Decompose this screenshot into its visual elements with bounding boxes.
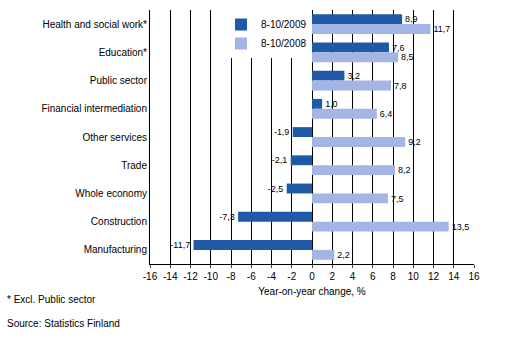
svg-text:2: 2 <box>329 271 335 282</box>
svg-text:-8: -8 <box>227 271 236 282</box>
svg-text:8-10/2008: 8-10/2008 <box>261 38 306 49</box>
svg-text:-16: -16 <box>143 271 158 282</box>
svg-text:3,2: 3,2 <box>347 71 359 81</box>
svg-text:13,5: 13,5 <box>452 222 469 232</box>
svg-text:Trade: Trade <box>121 160 147 171</box>
svg-text:-11,7: -11,7 <box>170 240 190 250</box>
svg-text:1,0: 1,0 <box>325 99 337 109</box>
svg-text:6,4: 6,4 <box>380 109 392 119</box>
svg-text:14: 14 <box>448 271 460 282</box>
svg-text:4: 4 <box>350 271 356 282</box>
svg-text:-14: -14 <box>163 271 178 282</box>
svg-text:11,7: 11,7 <box>433 24 450 34</box>
svg-text:-2,1: -2,1 <box>272 155 287 165</box>
svg-text:* Excl. Public sector: * Excl. Public sector <box>7 294 96 305</box>
svg-text:-4: -4 <box>267 271 276 282</box>
svg-text:8,9: 8,9 <box>405 14 417 24</box>
svg-text:8,2: 8,2 <box>398 165 410 175</box>
svg-text:16: 16 <box>468 271 480 282</box>
svg-text:Other services: Other services <box>83 132 147 143</box>
svg-text:8-10/2009: 8-10/2009 <box>261 19 306 30</box>
svg-text:Year-on-year change, %: Year-on-year change, % <box>258 286 366 297</box>
svg-text:-7,3: -7,3 <box>219 212 234 222</box>
svg-text:8: 8 <box>390 271 396 282</box>
svg-text:Financial intermediation: Financial intermediation <box>41 103 147 114</box>
svg-text:-2,5: -2,5 <box>268 184 283 194</box>
svg-text:Manufacturing: Manufacturing <box>84 244 147 255</box>
svg-text:-10: -10 <box>204 271 219 282</box>
svg-text:-2: -2 <box>287 271 296 282</box>
svg-text:Construction: Construction <box>91 216 147 227</box>
svg-text:10: 10 <box>408 271 420 282</box>
svg-text:0: 0 <box>309 271 315 282</box>
svg-text:Health and social work*: Health and social work* <box>43 19 148 30</box>
svg-text:Education*: Education* <box>99 47 147 58</box>
svg-text:7,8: 7,8 <box>394 81 406 91</box>
svg-text:8,5: 8,5 <box>401 52 413 62</box>
svg-text:-12: -12 <box>183 271 198 282</box>
svg-text:-6: -6 <box>247 271 256 282</box>
svg-text:Whole economy: Whole economy <box>75 188 147 199</box>
svg-text:9,2: 9,2 <box>408 137 420 147</box>
svg-text:-1,9: -1,9 <box>274 127 289 137</box>
svg-text:7,6: 7,6 <box>392 43 404 53</box>
svg-text:Public sector: Public sector <box>90 75 148 86</box>
svg-text:6: 6 <box>370 271 376 282</box>
svg-text:Source: Statistics Finland: Source: Statistics Finland <box>7 318 120 329</box>
svg-text:12: 12 <box>428 271 440 282</box>
svg-text:7,5: 7,5 <box>391 194 403 204</box>
svg-text:2,2: 2,2 <box>337 250 349 260</box>
